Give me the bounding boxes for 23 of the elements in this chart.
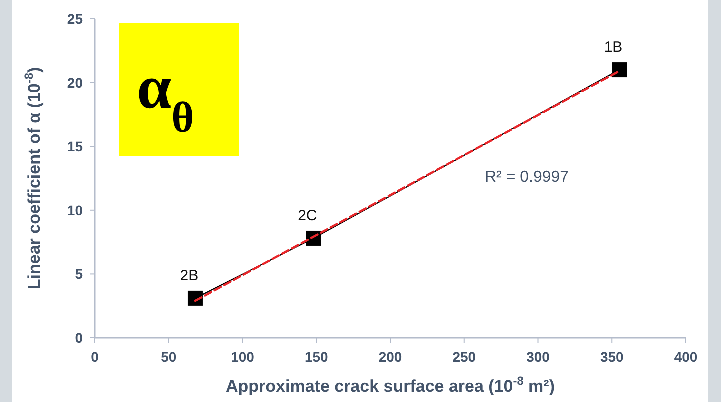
y-tick-label: 20 (67, 74, 84, 91)
x-tick-label: 400 (674, 349, 698, 365)
x-tick-label: 250 (452, 349, 476, 365)
annotation: 2C (298, 207, 318, 224)
y-tick-label: 15 (67, 138, 84, 155)
x-tick-label: 50 (161, 349, 177, 365)
x-tick-label: 200 (378, 349, 402, 365)
y-tick-label: 5 (75, 266, 84, 282)
x-tick-label: 350 (600, 349, 624, 365)
y-tick-label: 0 (75, 330, 84, 346)
annotation: 2B (180, 267, 199, 284)
x-axis-title: Approximate crack surface area (10$^{-8}$ m²) (226, 374, 556, 396)
annotation: R² = 0.9997 (485, 169, 570, 186)
x-tick-label: 0 (91, 349, 100, 365)
point (188, 290, 203, 306)
x-tick-label: 150 (304, 349, 329, 365)
y-tick-label: 25 (67, 11, 84, 27)
annotation: α$_{θ}$ (137, 54, 194, 142)
x-tick-label: 100 (231, 349, 255, 365)
y-tick-label: 10 (67, 202, 84, 218)
point (612, 62, 628, 78)
x-tick-label: 300 (526, 349, 550, 365)
annotation: 1B (604, 39, 623, 56)
